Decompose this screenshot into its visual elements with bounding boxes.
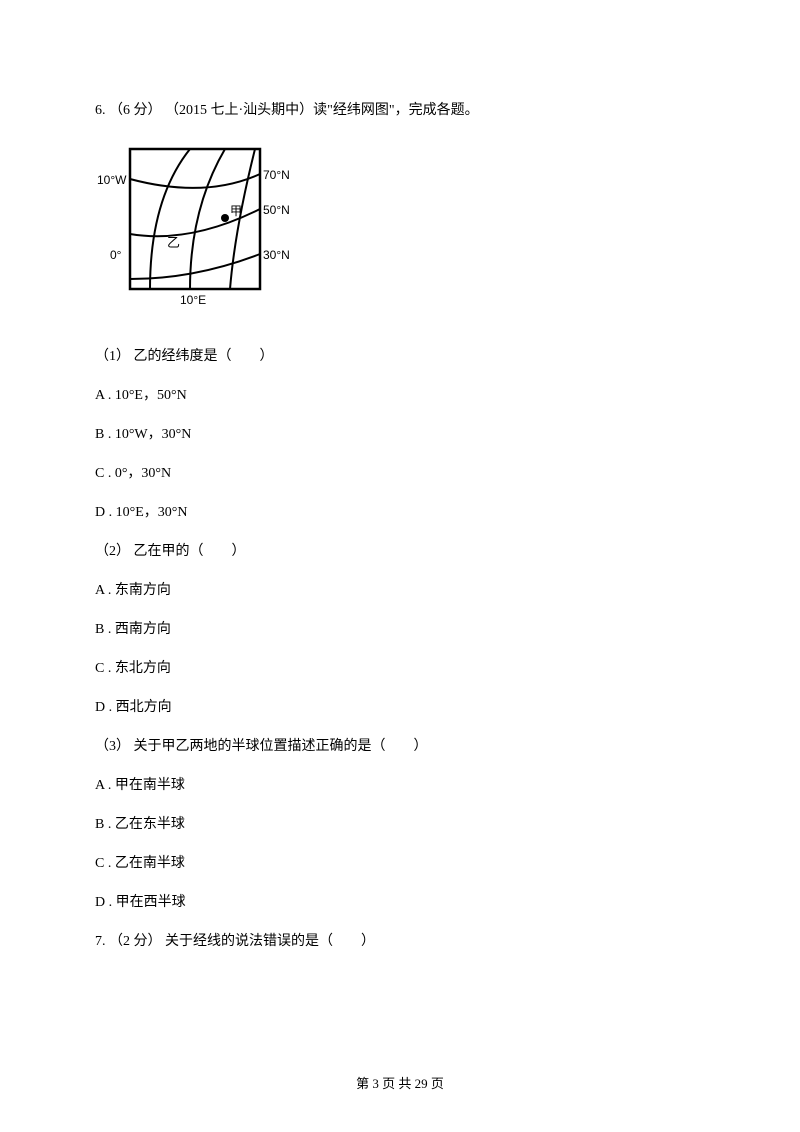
q6-sub1-stem: （1） 乙的经纬度是（ ） — [95, 346, 705, 367]
page-number: 第 3 页 共 29 页 — [0, 1073, 800, 1092]
q6-sub2-stem: （2） 乙在甲的（ ） — [95, 541, 705, 562]
point-jia-marker — [221, 214, 229, 222]
q6-sub3-optA: A . 甲在南半球 — [95, 775, 705, 796]
label-0: 0° — [110, 248, 122, 262]
graticule-svg: 甲 乙 10°W 0° 10°E 70°N 50°N 30°N — [95, 139, 295, 319]
q6-sub3-optD: D . 甲在西半球 — [95, 892, 705, 913]
lon-curve-3 — [230, 149, 255, 289]
point-jia-label: 甲 — [230, 204, 242, 218]
label-70n: 70°N — [263, 168, 290, 182]
q6-sub2-optA: A . 东南方向 — [95, 580, 705, 601]
q6-sub1-optD: D . 10°E，30°N — [95, 502, 705, 523]
label-10w: 10°W — [97, 173, 127, 187]
q6-sub3-stem: （3） 关于甲乙两地的半球位置描述正确的是（ ） — [95, 736, 705, 757]
q6-sub1-optA: A . 10°E，50°N — [95, 385, 705, 406]
q6-sub1-optC: C . 0°，30°N — [95, 463, 705, 484]
q6-sub2-optC: C . 东北方向 — [95, 658, 705, 679]
lon-curve-1 — [150, 149, 190, 289]
label-50n: 50°N — [263, 203, 290, 217]
point-yi-label: 乙 — [167, 235, 180, 250]
lat-curve-70 — [130, 174, 260, 188]
q6-sub1-optB: B . 10°W，30°N — [95, 424, 705, 445]
q6-header: 6. （6 分） （2015 七上·汕头期中）读"经纬网图"，完成各题。 — [95, 100, 705, 121]
page-content: 6. （6 分） （2015 七上·汕头期中）读"经纬网图"，完成各题。 甲 乙… — [0, 0, 800, 952]
q6-diagram: 甲 乙 10°W 0° 10°E 70°N 50°N 30°N — [95, 139, 705, 326]
q6-sub2-optD: D . 西北方向 — [95, 697, 705, 718]
label-30n: 30°N — [263, 248, 290, 262]
q6-sub3-optC: C . 乙在南半球 — [95, 853, 705, 874]
q7-header: 7. （2 分） 关于经线的说法错误的是（ ） — [95, 931, 705, 952]
q6-sub2-optB: B . 西南方向 — [95, 619, 705, 640]
label-10e: 10°E — [180, 293, 206, 307]
q6-sub3-optB: B . 乙在东半球 — [95, 814, 705, 835]
